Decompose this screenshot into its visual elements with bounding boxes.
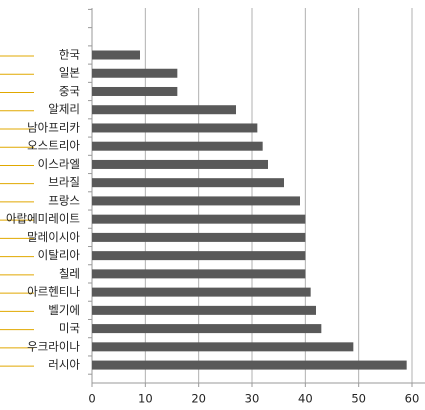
y-tick-label: 말레이시아 [27, 230, 80, 244]
x-tick-label: 40 [298, 392, 313, 406]
bar [92, 342, 354, 352]
bar [92, 305, 316, 315]
y-tick-label: 러시아 [48, 358, 80, 372]
bar [92, 68, 178, 78]
bar [92, 269, 306, 279]
y-tick-label: 일본 [59, 66, 80, 80]
y-tick-label: 미국 [59, 321, 80, 335]
bar [92, 251, 306, 261]
bar [92, 123, 258, 133]
bar [92, 287, 311, 297]
x-tick-label: 30 [245, 392, 260, 406]
bar [92, 86, 178, 96]
x-tick-label: 10 [138, 392, 153, 406]
bar [92, 196, 300, 206]
y-tick-label: 이스라엘 [38, 157, 80, 171]
y-tick-label: 프랑스 [48, 193, 80, 207]
bar [92, 214, 306, 224]
y-tick-label: 칠레 [59, 266, 80, 280]
y-tick-label: 아랍에미레이트 [6, 212, 80, 226]
y-tick-label: 오스트리아 [27, 139, 80, 153]
y-tick-label: 남아프리카 [27, 120, 80, 134]
bar [92, 178, 284, 188]
bar [92, 360, 407, 370]
y-tick-label: 아르헨티나 [27, 285, 80, 299]
bar [92, 324, 322, 334]
x-tick-label: 50 [351, 392, 366, 406]
x-tick-label: 0 [88, 392, 95, 406]
bar [92, 50, 140, 60]
bar [92, 141, 263, 151]
bar [92, 105, 236, 115]
x-tick-label: 20 [191, 392, 206, 406]
bar [92, 232, 306, 242]
y-tick-label: 이탈리아 [38, 248, 81, 262]
y-tick-label: 브라질 [48, 175, 80, 189]
bar [92, 159, 268, 169]
y-tick-label: 우크라이나 [27, 339, 80, 353]
y-tick-label: 벨기에 [48, 303, 80, 317]
x-tick-label: 60 [405, 392, 420, 406]
y-tick-label: 한국 [59, 48, 80, 62]
y-tick-label: 알제리 [48, 102, 80, 116]
y-tick-label: 중국 [59, 84, 80, 98]
